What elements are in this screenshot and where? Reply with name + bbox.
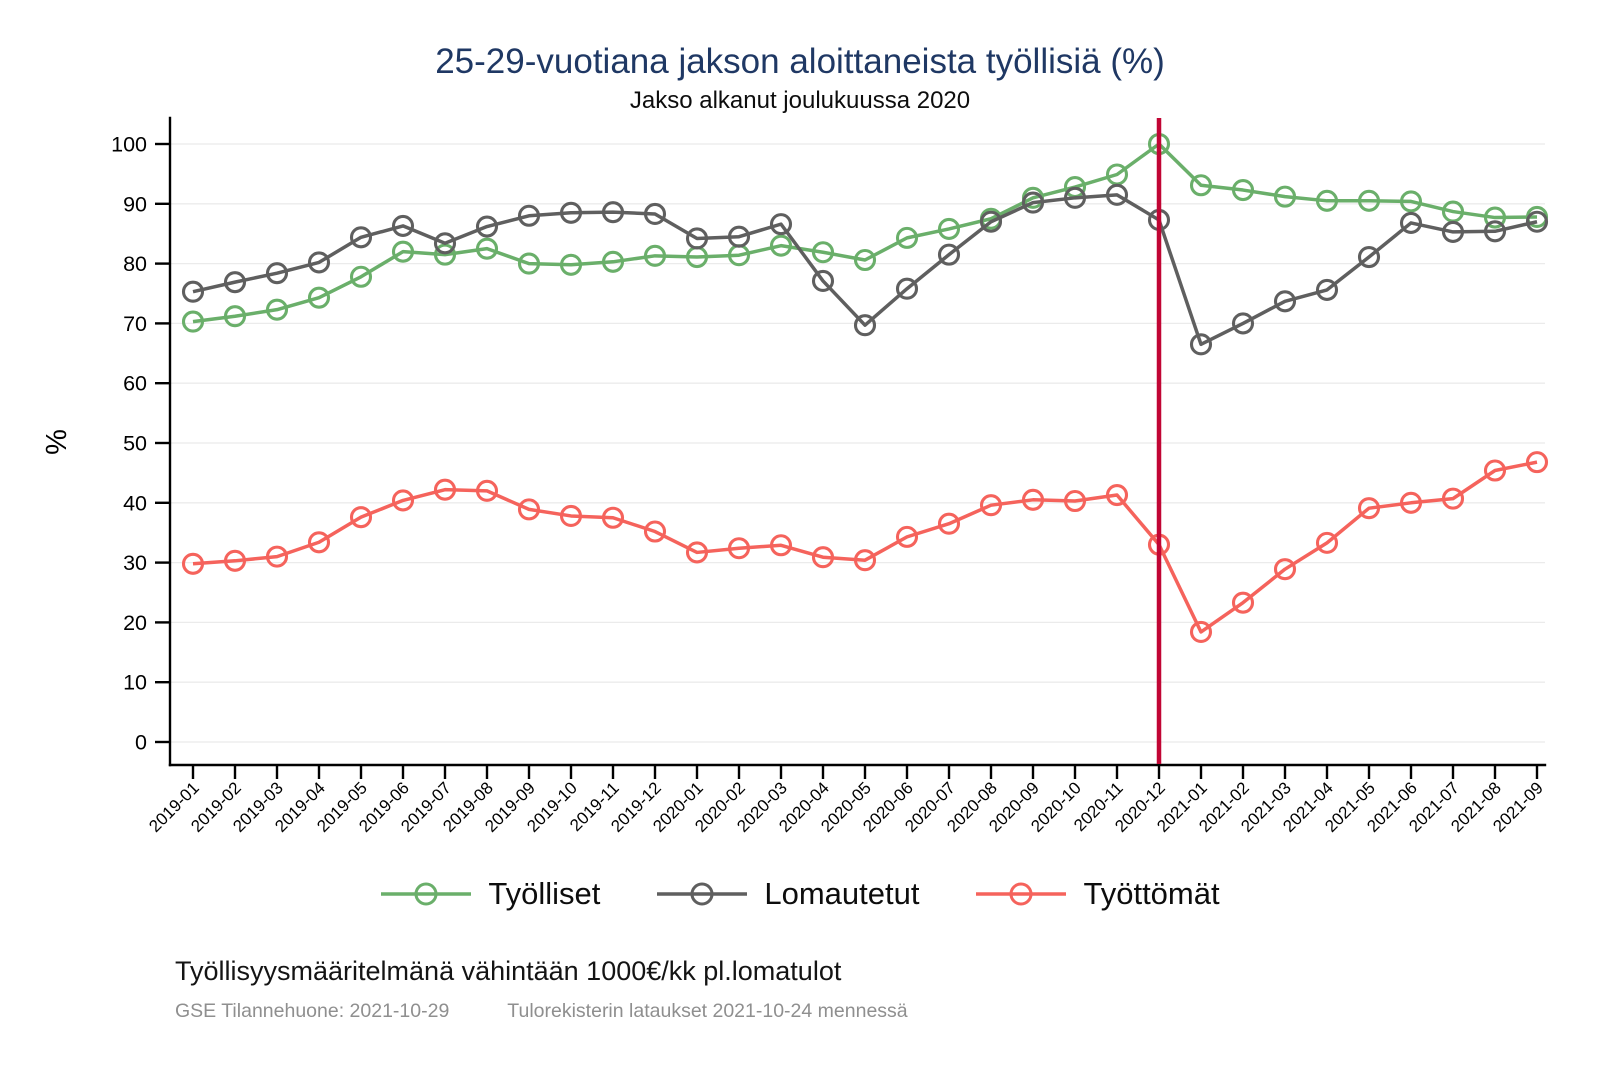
svg-text:0: 0: [135, 731, 147, 755]
chart-title: 25-29-vuotiana jakson aloittaneista työl…: [435, 42, 1165, 81]
series-Työlliset: [181, 132, 1549, 333]
legend-label-tyolliset: Työlliset: [488, 876, 601, 911]
y-axis-ticks: 0 10 20 30 40 50 60 70 80 90 100: [111, 133, 170, 755]
svg-text:90: 90: [123, 192, 147, 216]
legend-item-tyolliset: Työlliset: [380, 876, 600, 912]
chart-legend: Työlliset Lomautetut Työttömät: [0, 876, 1600, 912]
series-Työttömät: [181, 451, 1549, 644]
footnote-source-left: GSE Tilannehuone: 2021-10-29: [175, 1000, 450, 1022]
svg-text:70: 70: [123, 312, 147, 336]
footnote-definition: Työllisyysmääritelmänä vähintään 1000€/k…: [175, 956, 842, 986]
legend-swatch-gray-line-icon: [657, 882, 748, 906]
svg-text:80: 80: [123, 252, 147, 276]
legend-swatch-red-line-icon: [976, 882, 1067, 906]
svg-text:100: 100: [111, 133, 147, 157]
footnote-source-right: Tulorekisterin lataukset 2021-10-24 menn…: [507, 1000, 908, 1022]
legend-label-tyottomat: Työttömät: [1083, 876, 1220, 911]
svg-text:50: 50: [123, 432, 147, 456]
axes: [168, 116, 1547, 767]
legend-item-lomautetut: Lomautetut: [656, 876, 919, 912]
legend-swatch-green-line-icon: [381, 882, 472, 906]
chart-subtitle: Jakso alkanut joulukuussa 2020: [629, 87, 971, 114]
series-Lomautetut: [181, 183, 1549, 356]
legend-item-tyottomat: Työttömät: [975, 876, 1220, 912]
svg-text:30: 30: [123, 551, 147, 575]
svg-text:20: 20: [123, 611, 147, 635]
svg-text:40: 40: [123, 491, 147, 515]
footnote-source-row: GSE Tilannehuone: 2021-10-29 Tulorekiste…: [175, 1000, 908, 1023]
svg-text:10: 10: [123, 671, 147, 695]
legend-label-lomautetut: Lomautetut: [764, 876, 920, 911]
svg-text:60: 60: [123, 372, 147, 396]
x-axis-ticks: 2019-012019-022019-032019-042019-052019-…: [145, 765, 1547, 836]
y-axis-label: %: [41, 429, 73, 455]
